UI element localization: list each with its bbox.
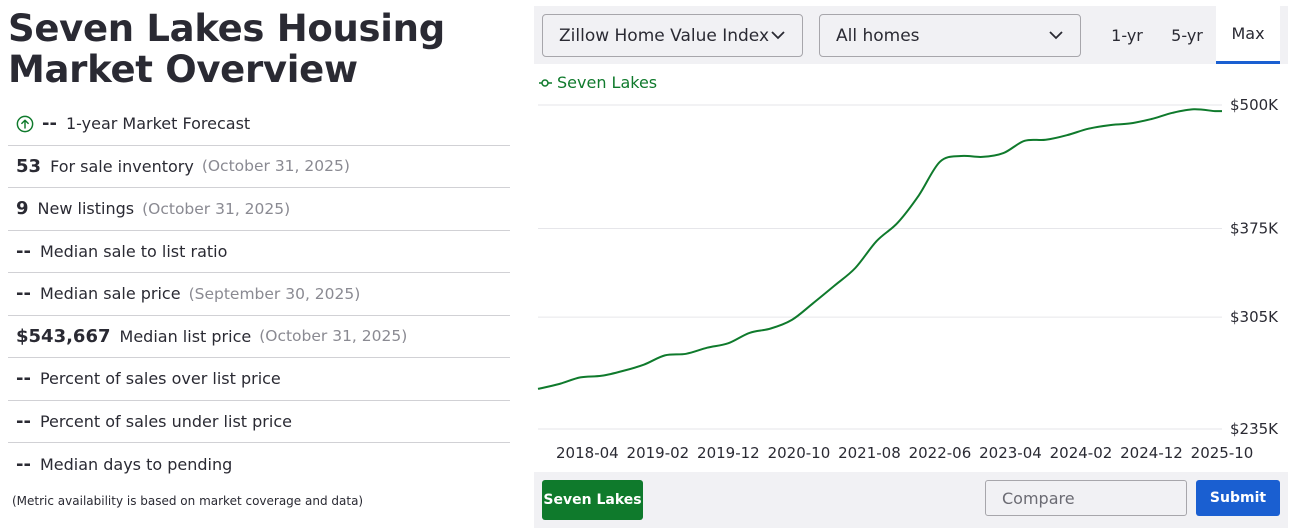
metric-value: --	[16, 283, 31, 305]
chart-area: $235K $305K $375K $500K 2018-04 2019-02 2019-1…	[534, 64, 1288, 468]
x-tick-label: 2019-02	[627, 444, 690, 462]
metric-value: --	[16, 410, 31, 432]
x-tick-label: 2018-04	[556, 444, 619, 462]
y-tick-label: $375K	[1230, 219, 1279, 237]
footnote: (Metric availability is based on market …	[12, 494, 364, 508]
x-tick-label: 2024-02	[1050, 444, 1113, 462]
metric-value: --	[16, 453, 31, 475]
compare-input[interactable]	[985, 480, 1187, 516]
index-select[interactable]: Zillow Home Value Index	[542, 14, 803, 57]
y-tick-label: $305K	[1230, 308, 1279, 326]
range-5yr-button[interactable]: 5-yr	[1171, 25, 1203, 45]
y-tick-label: $235K	[1230, 420, 1279, 438]
x-tick-label: 2023-04	[979, 444, 1042, 462]
metric-label: Percent of sales under list price	[39, 411, 292, 431]
x-tick-label: 2022-06	[909, 444, 972, 462]
metric-row-sale-to-list: -- Median sale to list ratio	[8, 231, 510, 273]
arrow-up-circle-icon	[16, 115, 34, 133]
metric-label: Median sale price	[39, 284, 181, 304]
x-tick-label: 2025-10	[1191, 444, 1254, 462]
chevron-down-icon	[771, 31, 785, 40]
metric-date: (September 30, 2025)	[188, 284, 361, 303]
metric-value: --	[16, 368, 31, 390]
metric-date: (October 31, 2025)	[259, 327, 408, 346]
metrics-list: -- 1-year Market Forecast 53 For sale in…	[8, 103, 510, 486]
metric-label: Median sale to list ratio	[39, 241, 228, 261]
market-overview-panel: Seven Lakes Housing Market Overview -- 1…	[8, 0, 510, 528]
metric-label: Median list price	[119, 326, 252, 346]
metric-value: 9	[16, 198, 29, 220]
submit-button[interactable]: Submit	[1196, 480, 1280, 516]
index-select-value: Zillow Home Value Index	[559, 25, 770, 46]
metric-label: Median days to pending	[39, 454, 233, 474]
metric-row-under-list: -- Percent of sales under list price	[8, 401, 510, 443]
metric-value: $543,667	[16, 325, 111, 347]
metric-row-sale-price: -- Median sale price (September 30, 2025…	[8, 273, 510, 316]
metric-row-days-pending: -- Median days to pending	[8, 443, 510, 486]
x-tick-label: 2021-08	[838, 444, 901, 462]
metric-row-list-price: $543,667 Median list price (October 31, …	[8, 316, 510, 358]
range-1yr-button[interactable]: 1-yr	[1111, 25, 1143, 45]
chart-controls: Zillow Home Value Index All homes 1-yr 5…	[534, 6, 1288, 64]
metric-row-inventory: 53 For sale inventory (October 31, 2025)	[8, 146, 510, 188]
metric-value: 53	[16, 155, 42, 177]
metric-label: For sale inventory	[50, 156, 194, 176]
x-tick-label: 2024-12	[1120, 444, 1183, 462]
location-button[interactable]: Seven Lakes	[542, 480, 643, 520]
home-type-select-value: All homes	[836, 25, 920, 46]
x-tick-label: 2019-12	[697, 444, 760, 462]
range-max-button[interactable]: Max	[1216, 6, 1280, 64]
metric-label: New listings	[37, 199, 135, 219]
metric-date: (October 31, 2025)	[142, 199, 291, 218]
metric-label: 1-year Market Forecast	[65, 114, 251, 134]
legend-label: Seven Lakes	[557, 73, 657, 92]
compare-bar: Seven Lakes Submit	[534, 472, 1288, 528]
home-value-chart: $235K $305K $375K $500K 2018-04 2019-02 2019-1…	[537, 73, 1279, 462]
metric-value: --	[16, 240, 31, 262]
metric-label: Percent of sales over list price	[39, 369, 281, 389]
metric-date: (October 31, 2025)	[201, 157, 350, 176]
y-tick-label: $500K	[1230, 96, 1279, 114]
chart-panel: Zillow Home Value Index All homes 1-yr 5…	[534, 6, 1288, 528]
home-type-select[interactable]: All homes	[819, 14, 1081, 57]
series-line-seven-lakes	[537, 108, 1223, 390]
metric-value: --	[42, 113, 57, 135]
page-title: Seven Lakes Housing Market Overview	[8, 7, 445, 91]
chevron-down-icon	[1049, 31, 1063, 40]
x-tick-label: 2020-10	[768, 444, 831, 462]
metric-row-over-list: -- Percent of sales over list price	[8, 358, 510, 401]
metric-row-forecast: -- 1-year Market Forecast	[8, 103, 510, 146]
legend-marker-icon	[541, 79, 549, 87]
metric-row-new-listings: 9 New listings (October 31, 2025)	[8, 188, 510, 231]
